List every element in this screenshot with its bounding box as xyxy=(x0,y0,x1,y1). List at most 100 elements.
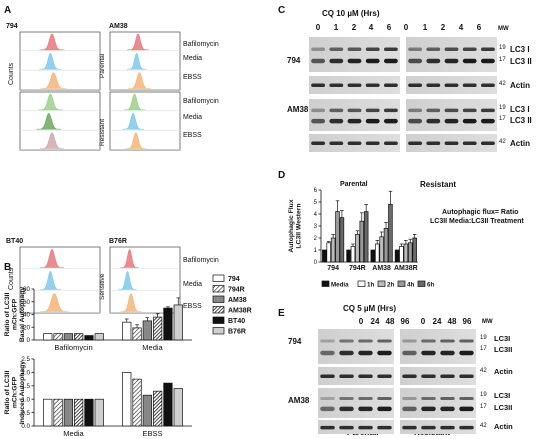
panel-e-mw-value: 19 xyxy=(480,392,487,398)
panel-a-group-resistant: Resistant xyxy=(99,119,106,146)
histo-bt40-histogram xyxy=(39,271,62,290)
panel-a-top-condition-label: Media xyxy=(183,55,202,62)
B-bottom-y-tick-label: 1.0 xyxy=(21,396,30,403)
panel-c-blot-2-band xyxy=(347,108,362,113)
B-bottom-y-tick-label: 0.0 xyxy=(21,423,30,430)
panel-e-timepoint-label: 24 xyxy=(371,317,380,326)
panel-e-blot-2-band xyxy=(440,397,455,400)
panel-e-blot-3-band xyxy=(402,425,417,430)
panel-c-blot-2-membrane xyxy=(309,99,400,131)
panel-a-top-condition-label: EBSS xyxy=(183,74,202,81)
legend-d-swatch xyxy=(377,280,386,287)
panel-c-blot-0-band xyxy=(329,47,344,51)
panel-c-blot-3-band xyxy=(462,141,477,146)
panel-e-band-label: Actin xyxy=(494,367,513,376)
panel-e-blot-2-band xyxy=(421,397,436,400)
panel-c-blot-1-band xyxy=(311,83,326,88)
panel-e-cell-line-label: AM38 xyxy=(288,396,310,405)
panel-c-blot-3-band xyxy=(365,141,380,146)
panel-e-blot-1-band xyxy=(377,374,392,379)
panel-a-y-label-top: Counts xyxy=(8,62,15,85)
panel-a-group-sensitive: Sensitive xyxy=(99,273,106,300)
panel-e-mw-label: MW xyxy=(482,319,493,325)
panel-e-letter: E xyxy=(278,308,285,319)
histo-794-resistant-histogram xyxy=(40,132,64,149)
B-bottom-bar xyxy=(132,378,142,427)
panel-a-top-right-label: AM38 xyxy=(109,23,128,30)
panel-c-blot-0-band xyxy=(426,47,441,51)
histo-b76r-histogram xyxy=(118,271,137,290)
panel-e-band-label: LC3II xyxy=(494,345,512,354)
panel-e-blot-0-membrane xyxy=(400,329,476,364)
panel-e-blot-3-band xyxy=(339,425,354,430)
panel-c-cell-line-label: 794 xyxy=(287,56,301,65)
panel-c-blot-0-band xyxy=(444,47,459,51)
panel-c-mw-value: 42 xyxy=(499,139,506,145)
panel-c-timepoint-label: 1 xyxy=(423,23,428,32)
panel-e-blot-1-band xyxy=(339,374,354,379)
panel-c-blot-2-band xyxy=(311,118,326,124)
panel-c-blot-2-band xyxy=(462,118,477,124)
panel-a-letter: A xyxy=(4,5,11,16)
B-top-bar xyxy=(63,333,73,341)
B-bottom-bar xyxy=(63,398,73,427)
B-bottom-y-label: mCh:GFP xyxy=(12,376,19,408)
panel-c-blot: 0 1 2 4 6 0 1 2 4 6 MW 794 AM38 19 LC3 I 17 LC3 II 42 Acti… xyxy=(287,23,532,152)
histo-794-parental-histogram xyxy=(39,33,65,51)
D-category-label: 794 xyxy=(327,265,339,272)
panel-c-timepoint-label: 4 xyxy=(459,23,464,32)
panel-e-blot-2-band xyxy=(459,406,474,412)
D-y-tick-label: 4 xyxy=(314,212,318,218)
panel-e-blot-0-band xyxy=(377,339,392,343)
panel-c-blot-2-band xyxy=(311,108,326,113)
B-bottom-bar xyxy=(153,390,163,427)
panel-c-blot-3-band xyxy=(480,141,495,146)
panel-c-blot-2-band xyxy=(480,108,495,113)
panel-c-band-label: Actin xyxy=(510,81,530,90)
panel-c-blot-2-band xyxy=(444,118,459,124)
panel-e-blot-2-band xyxy=(402,406,417,412)
legend-b-label: AM38 xyxy=(228,297,247,304)
D-category-label: AM38 xyxy=(372,265,391,272)
panel-e-blot-1-band xyxy=(421,374,436,379)
D-bar xyxy=(330,237,336,263)
panel-c-timepoint-label: 6 xyxy=(387,23,392,32)
panel-d-legend: Media 1h 2h 4h 6h xyxy=(321,280,434,289)
panel-c-blot-1-band xyxy=(383,83,398,88)
legend-b-swatch xyxy=(212,285,225,293)
panel-e-blot: 0 24 48 96 0 24 48 96 MW 794 AM38 19 LC3I 17 LC3II 42 Ac… xyxy=(288,317,513,434)
B-top-bar xyxy=(132,327,142,341)
D-category-label: 794R xyxy=(349,265,366,272)
panel-e-mw-value: 42 xyxy=(480,423,487,429)
panel-e-blot-0-band xyxy=(358,350,373,356)
D-bar xyxy=(326,242,331,263)
panel-e-blot-2-band xyxy=(320,397,335,400)
panel-c-band-label: LC3 I xyxy=(510,45,530,54)
legend-d-label: 6h xyxy=(427,282,434,289)
panel-c-blot-2-membrane xyxy=(406,99,497,131)
panel-c-blot-1-band xyxy=(480,83,495,88)
B-top-bar xyxy=(173,304,183,341)
panel-c-mw-value: 42 xyxy=(499,81,506,87)
panel-a-bottom-left-label: BT40 xyxy=(6,238,23,245)
legend-d-swatch xyxy=(321,280,330,287)
panel-c-blot-2-band xyxy=(347,118,362,124)
panel-e-timepoint-label: 96 xyxy=(401,317,410,326)
panel-e-timepoint-label: 0 xyxy=(359,317,364,326)
panel-c-blot-0-band xyxy=(480,47,495,51)
histo-am38-parental-histogram xyxy=(126,52,147,70)
panel-c-blot-1-band xyxy=(347,83,362,88)
panel-e-blot-0-band xyxy=(339,350,354,356)
panel-c-mw-value: 17 xyxy=(499,116,506,122)
panel-c-blot-2-band xyxy=(329,118,344,124)
B-bottom-y-label: Induced Autophagy xyxy=(19,361,26,424)
panel-e-mw-value: 42 xyxy=(480,368,487,374)
D-bar xyxy=(412,237,417,263)
panel-e-blot-2-band xyxy=(440,406,455,412)
histo-am38-parental-frame xyxy=(109,31,181,91)
panel-c-blot-2-band xyxy=(462,108,477,113)
panel-e-blot-2-band xyxy=(459,397,474,400)
panel-c-blot-3-band xyxy=(426,141,441,146)
panel-c-blot-1-band xyxy=(329,83,344,88)
B-top-bar xyxy=(84,335,94,341)
